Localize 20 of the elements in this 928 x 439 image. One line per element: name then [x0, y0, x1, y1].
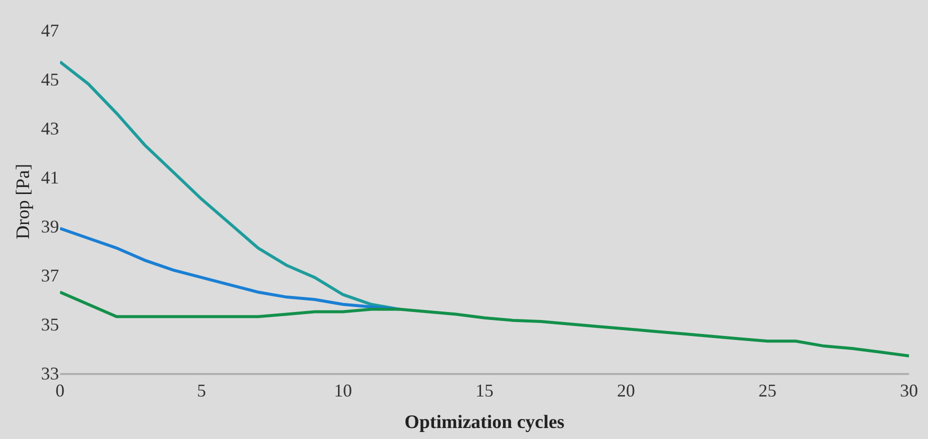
x-tick-label: 25: [758, 380, 776, 401]
y-tick-label: 33: [41, 363, 59, 384]
y-tick-label: 41: [41, 167, 59, 188]
x-tick-label: 5: [197, 380, 206, 401]
x-tick-label: 20: [617, 380, 635, 401]
x-axis-title: Optimization cycles: [404, 412, 564, 433]
y-tick-label: 37: [41, 265, 59, 286]
line-series: [60, 226, 402, 311]
y-tick-label: 35: [41, 314, 59, 334]
line-series: [60, 290, 909, 358]
y-tick-label: 45: [41, 69, 59, 90]
x-tick-label: 0: [56, 380, 64, 401]
y-tick-label: 47: [41, 20, 59, 40]
y-tick-label: 39: [41, 216, 59, 236]
x-tick-label: 10: [334, 380, 352, 401]
y-axis-title: Drop [Pa]: [12, 164, 34, 240]
x-tick-label: 30: [900, 380, 918, 401]
x-tick-label: 15: [476, 380, 494, 401]
line-series: [60, 60, 402, 311]
y-tick-label: 43: [41, 118, 59, 138]
